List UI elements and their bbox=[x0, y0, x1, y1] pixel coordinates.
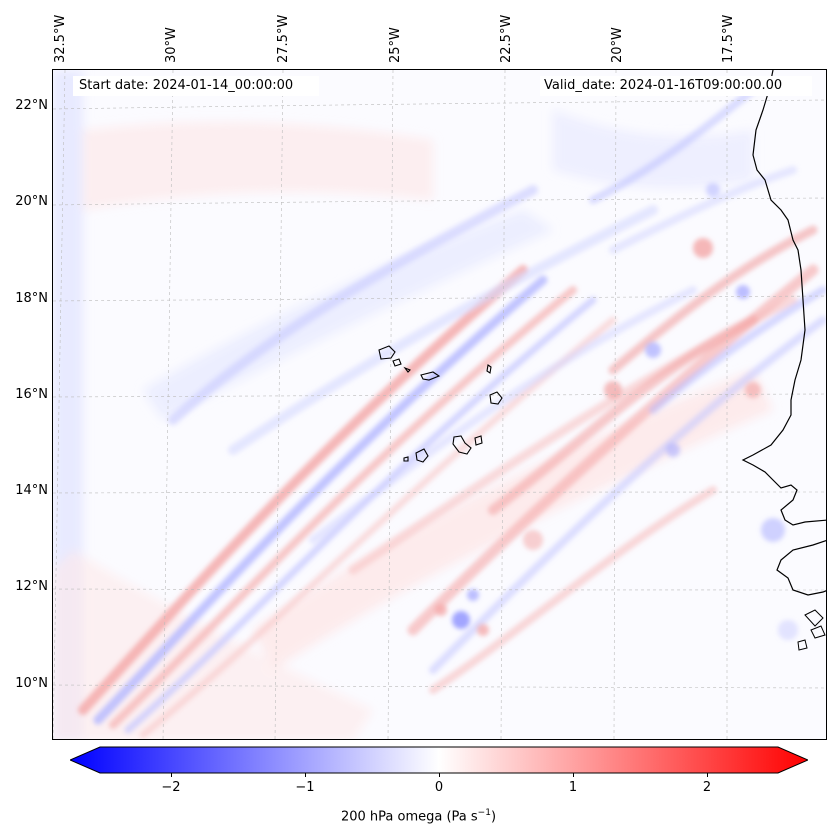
cbar-tick-label: 0 bbox=[434, 780, 444, 795]
start-date-box: Start date: 2024-01-14_00:00:00 bbox=[73, 76, 319, 96]
graticule bbox=[53, 70, 826, 739]
lat-label-14n: 14°N bbox=[15, 483, 48, 498]
lon-label-22-5w: 22.5°W bbox=[499, 14, 514, 63]
cbar-tickmark-3 bbox=[439, 773, 440, 777]
start-date-text: Start date: 2024-01-14_00:00:00 bbox=[79, 78, 294, 93]
africa-coastline bbox=[741, 70, 826, 526]
colorbar-label: 200 hPa omega (Pa s−1) bbox=[0, 808, 837, 824]
cbar-tick-label: 1 bbox=[568, 780, 578, 795]
colorbar-graphic bbox=[68, 746, 810, 774]
lon-label-32-5w: 32.5°W bbox=[53, 14, 68, 63]
bijagos-islands bbox=[797, 609, 826, 651]
valid-date-text: Valid_date: 2024-01-16T09:00:00.00 bbox=[544, 78, 783, 93]
lat-label-16n: 16°N bbox=[15, 387, 48, 402]
lon-label-30w: 30°W bbox=[164, 27, 179, 63]
map-panel bbox=[52, 69, 827, 740]
lat-label-20n: 20°N bbox=[15, 194, 48, 209]
cbar-tickmark-4 bbox=[573, 773, 574, 777]
cbar-tickmark-2 bbox=[305, 773, 306, 777]
cbar-tick-label: −1 bbox=[295, 780, 315, 795]
lat-label-18n: 18°N bbox=[15, 291, 48, 306]
lon-label-27-5w: 27.5°W bbox=[276, 14, 291, 63]
cbar-tickmark-5 bbox=[707, 773, 708, 777]
omega-wave-bands bbox=[78, 86, 826, 739]
colorbar bbox=[68, 746, 810, 774]
colorbar-label-sup: −1 bbox=[477, 808, 491, 818]
lat-label-12n: 12°N bbox=[15, 579, 48, 594]
omega-cells bbox=[435, 183, 798, 640]
colorbar-label-prefix: 200 hPa omega (Pa s bbox=[340, 809, 478, 825]
lon-label-25w: 25°W bbox=[388, 27, 403, 63]
omega-field bbox=[53, 70, 826, 739]
cbar-tickmark-1 bbox=[171, 773, 172, 777]
field-background-shading bbox=[53, 70, 773, 739]
lat-label-22n: 22°N bbox=[15, 98, 48, 113]
lon-label-20w: 20°W bbox=[610, 27, 625, 63]
cbar-tick-label: −2 bbox=[161, 780, 181, 795]
lon-label-17-5w: 17.5°W bbox=[721, 14, 736, 63]
colorbar-label-suffix: ) bbox=[490, 809, 497, 825]
cbar-tick-label: 2 bbox=[702, 780, 712, 795]
cape-verde-islands bbox=[378, 345, 503, 463]
valid-date-box: Valid_date: 2024-01-16T09:00:00.00 bbox=[540, 76, 812, 96]
guinea-coastline bbox=[776, 540, 826, 596]
lat-label-10n: 10°N bbox=[15, 676, 48, 691]
